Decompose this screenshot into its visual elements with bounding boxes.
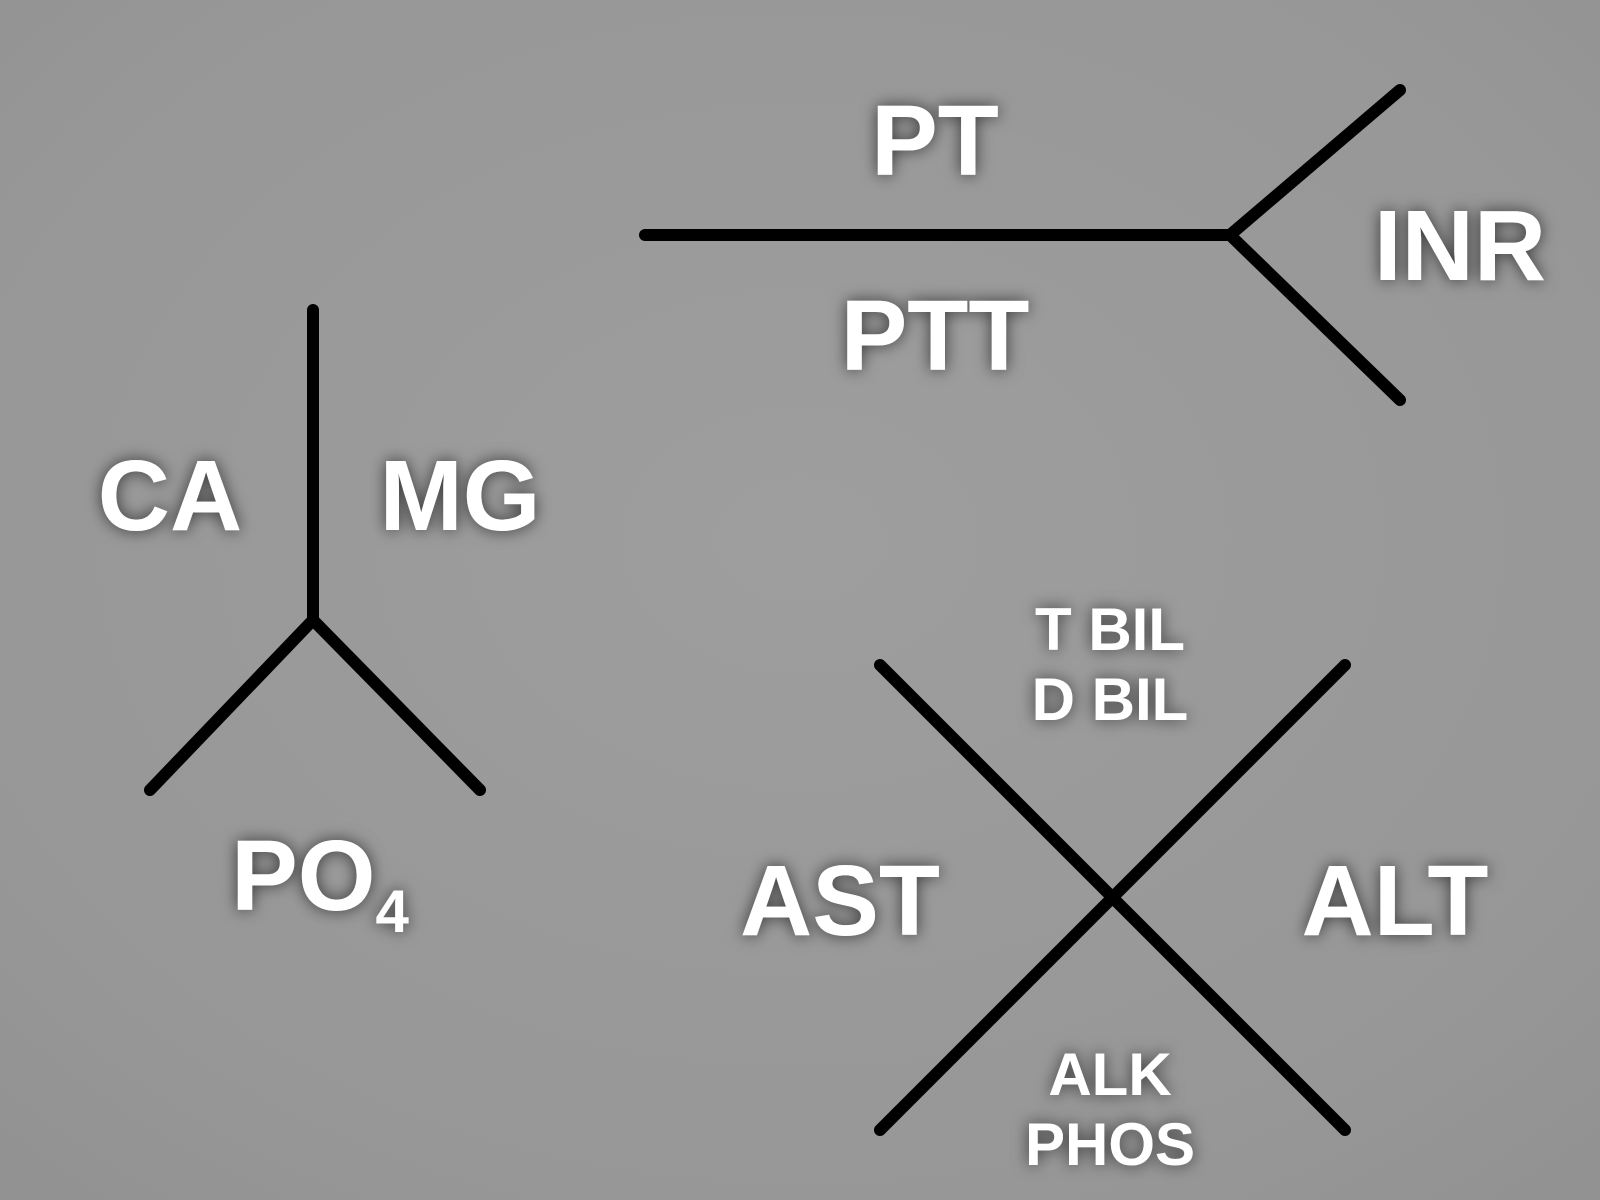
liver-skeleton: AST ALT T BIL D BIL ALK PHOS [740,596,1488,1178]
label-po4: PO4 [231,820,409,945]
label-alkphos-2: PHOS [1025,1111,1195,1178]
label-inr: INR [1374,190,1546,302]
lab-skeletons-diagram: CA MG PO4 PT PTT INR AST ALT T BIL D BIL… [0,0,1600,1200]
electrolytes-line-left [150,620,313,790]
coags-skeleton: PT PTT INR [645,85,1546,400]
label-mg: MG [379,440,540,552]
label-alt: ALT [1302,845,1489,957]
electrolytes-line-right [313,620,480,790]
label-alkphos-1: ALK [1048,1041,1171,1108]
label-tbil: T BIL [1035,596,1185,663]
label-dbil: D BIL [1032,666,1189,733]
electrolytes-skeleton: CA MG PO4 [98,310,541,945]
label-ptt: PTT [841,280,1030,392]
label-pt: PT [871,85,999,197]
label-ca: CA [98,440,242,552]
label-ast: AST [740,845,940,957]
